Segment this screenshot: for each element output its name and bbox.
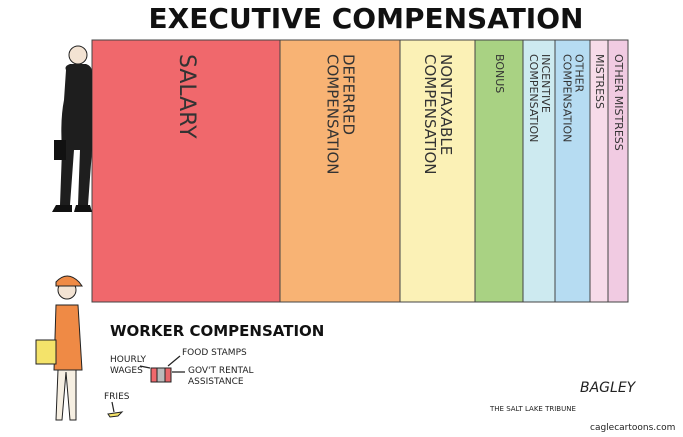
label: GOV'T RENTAL <box>188 366 254 376</box>
label: ASSISTANCE <box>188 377 244 387</box>
column <box>554 39 591 303</box>
column-label: COMPENSATION <box>421 54 439 174</box>
site-credit: caglecartoons.com <box>590 423 675 433</box>
column <box>91 39 281 303</box>
fries <box>107 411 124 418</box>
rental-bar <box>164 367 172 383</box>
title: EXECUTIVE COMPENSATION <box>149 2 584 35</box>
column <box>399 39 476 303</box>
food-stamp-bar <box>156 367 166 383</box>
executive-figure <box>52 45 92 212</box>
column-label: MISTRESS <box>593 54 606 109</box>
paper-credit: THE SALT LAKE TRIBUNE <box>489 405 576 413</box>
column-label: COMPENSATION <box>527 54 540 142</box>
label: FOOD STAMPS <box>182 348 247 358</box>
signature: BAGLEY <box>580 380 637 396</box>
column-label: DEFERRED <box>339 54 357 135</box>
label: WAGES <box>110 366 143 376</box>
column <box>522 39 556 303</box>
arrows <box>111 355 185 413</box>
worker-title: WORKER COMPENSATION <box>110 322 324 340</box>
column-label: COMPENSATION <box>561 54 574 142</box>
column <box>279 39 401 303</box>
label: HOURLY <box>110 355 147 365</box>
column-label: SALARY <box>174 54 199 139</box>
column-label: OTHER MISTRESS <box>612 54 625 151</box>
column-label: OTHER <box>572 54 585 93</box>
worker-figure <box>35 275 83 421</box>
column-label: NONTAXABLE <box>437 54 455 155</box>
column-label: INCENTIVE <box>539 54 552 113</box>
wage-bar <box>150 367 158 383</box>
label: FRIES <box>104 392 130 402</box>
column-label: BONUS <box>493 54 506 93</box>
column-label: COMPENSATION <box>324 54 342 174</box>
column <box>607 39 629 303</box>
